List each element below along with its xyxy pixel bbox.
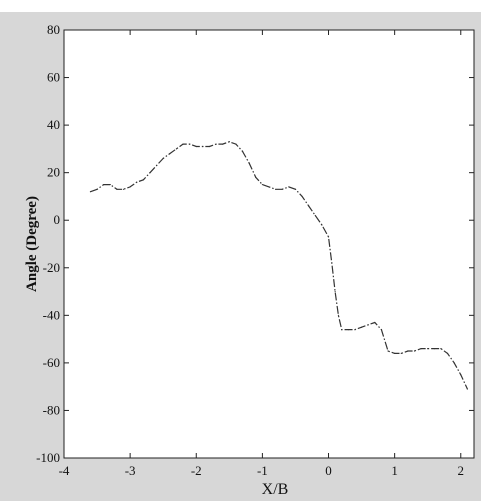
data-point <box>308 205 310 207</box>
data-point <box>341 329 343 331</box>
x-tick-label: 2 <box>458 463 465 478</box>
data-point <box>400 352 402 354</box>
data-point <box>162 157 164 159</box>
data-point <box>367 324 369 326</box>
data-point <box>248 162 250 164</box>
x-tick-label: -3 <box>125 463 136 478</box>
data-point <box>446 352 449 354</box>
y-tick-label: 40 <box>47 117 60 132</box>
data-point <box>103 183 105 186</box>
data-point <box>268 186 270 188</box>
y-tick-label: 80 <box>47 22 60 37</box>
data-point <box>314 214 316 217</box>
x-tick-label: -1 <box>257 463 268 478</box>
y-tick-label: 0 <box>54 212 61 227</box>
data-point <box>149 172 151 174</box>
data-point <box>347 329 349 331</box>
labels-layer: -100 -80 -60 -40 -20 0 20 40 60 80 -4 -3 -2 -1 0 1 2 <box>36 22 464 478</box>
data-point <box>360 326 363 328</box>
y-tick-label: -20 <box>43 260 60 275</box>
data-point <box>327 236 330 238</box>
data-point <box>129 186 131 188</box>
data-point <box>195 145 197 148</box>
data-point <box>380 329 383 331</box>
data-point <box>222 143 224 145</box>
data-point <box>433 348 435 350</box>
data-point <box>427 348 429 350</box>
data-point <box>235 143 237 145</box>
data-point <box>394 352 396 354</box>
top-strip <box>0 0 481 12</box>
data-point <box>175 148 178 150</box>
data-point <box>261 183 263 186</box>
data-point <box>275 188 277 190</box>
data-point <box>122 188 125 190</box>
data-point <box>215 143 217 145</box>
data-point <box>354 329 356 331</box>
data-point <box>331 262 333 264</box>
data-point <box>301 195 303 198</box>
data-point <box>294 188 297 190</box>
x-axis-title: X/B <box>262 481 289 498</box>
x-tick-label: 1 <box>391 463 398 478</box>
data-point <box>460 374 462 376</box>
data-point <box>169 153 171 155</box>
x-tick-label: -2 <box>191 463 202 478</box>
data-point <box>407 350 409 352</box>
y-tick-label: -40 <box>43 307 60 322</box>
ticks-layer <box>63 29 474 459</box>
x-tick-label: -4 <box>59 463 70 478</box>
data-point <box>453 362 455 364</box>
plot-area <box>63 29 475 459</box>
data-point <box>374 321 376 324</box>
data-point <box>189 143 191 145</box>
data-point <box>228 141 230 143</box>
x-tick-label: 0 <box>325 463 332 478</box>
data-point <box>466 388 468 390</box>
data-point <box>136 181 138 183</box>
y-axis-title: Angle (Degree) <box>24 196 40 292</box>
data-point <box>440 348 442 350</box>
data-point <box>96 188 98 190</box>
data-point <box>420 348 422 350</box>
data-point <box>116 188 118 190</box>
y-tick-label: -80 <box>43 402 60 417</box>
data-point <box>288 186 290 188</box>
data-point <box>202 145 204 148</box>
data-point <box>208 145 211 148</box>
data-point <box>321 224 323 226</box>
data-point <box>109 183 111 186</box>
data-point <box>155 164 158 167</box>
data-point <box>413 350 416 352</box>
y-tick-label: 20 <box>47 165 60 180</box>
series-line <box>90 141 468 390</box>
data-point <box>337 314 340 316</box>
data-point <box>281 188 283 190</box>
data-point <box>182 143 184 145</box>
data-point <box>387 350 389 352</box>
data-point <box>241 150 244 152</box>
data-point <box>255 176 257 179</box>
series-layer <box>89 141 468 390</box>
y-tick-label: -60 <box>43 355 60 370</box>
data-point <box>89 191 92 193</box>
y-tick-label: -100 <box>36 450 60 465</box>
data-point <box>334 290 336 293</box>
y-tick-label: 60 <box>47 70 60 85</box>
data-point <box>142 179 144 181</box>
